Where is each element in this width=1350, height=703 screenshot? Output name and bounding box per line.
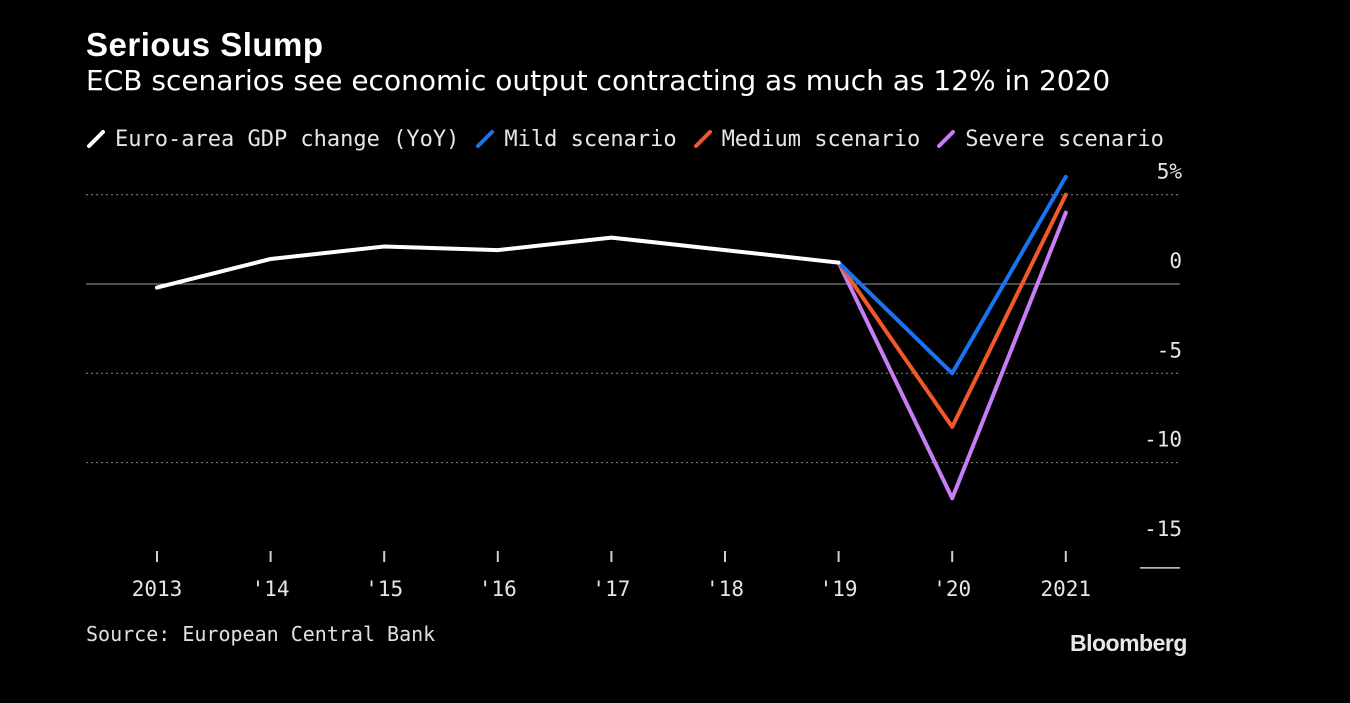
legend-item: Euro-area GDP change (YoY) [86,127,459,152]
legend-swatch-icon [476,130,495,148]
y-tick-label: 0 [1169,249,1182,273]
x-tick-label: '16 [479,577,517,601]
y-tick-label: -15 [1144,517,1182,541]
series-line-medium-scenario [836,192,1068,429]
legend-label: Medium scenario [721,126,921,152]
legend-item: Medium scenario [693,126,921,152]
x-tick-label: '15 [365,577,403,601]
legend-swatch-icon [693,130,712,148]
x-tick-label: 2021 [1041,577,1092,601]
chart-title: Serious Slump [86,26,324,63]
x-tick-label: '19 [820,577,858,601]
x-tick-label: 2013 [132,577,183,601]
chart-subtitle: ECB scenarios see economic output contra… [86,64,1111,97]
legend-label: Mild scenario [504,126,677,152]
legend-swatch-icon [937,130,956,148]
series-line-mild-scenario [836,174,1068,376]
x-tick-label: '20 [933,577,971,601]
source-note: Source: European Central Bank [86,622,436,646]
y-tick-label: 5% [1157,160,1183,184]
legend-item: Mild scenario [475,126,677,152]
y-tick-label: -10 [1144,428,1182,452]
x-tick-label: '18 [706,577,744,601]
legend-label: Euro-area GDP change (YoY) [115,126,460,152]
legend: Euro-area GDP change (YoY) Mild scenario M… [86,123,1180,155]
series-line-euro-area-gdp-change-yoy [155,235,841,290]
legend-label: Severe scenario [965,126,1164,152]
y-tick-label: -5 [1157,338,1182,362]
x-tick-label: '14 [252,577,290,601]
bloomberg-logo: Bloomberg [1070,630,1187,656]
x-tick-label: '17 [592,577,630,601]
series-line-severe-scenario [836,210,1068,501]
legend-item: Severe scenario [936,127,1164,152]
legend-swatch-icon [87,130,105,148]
